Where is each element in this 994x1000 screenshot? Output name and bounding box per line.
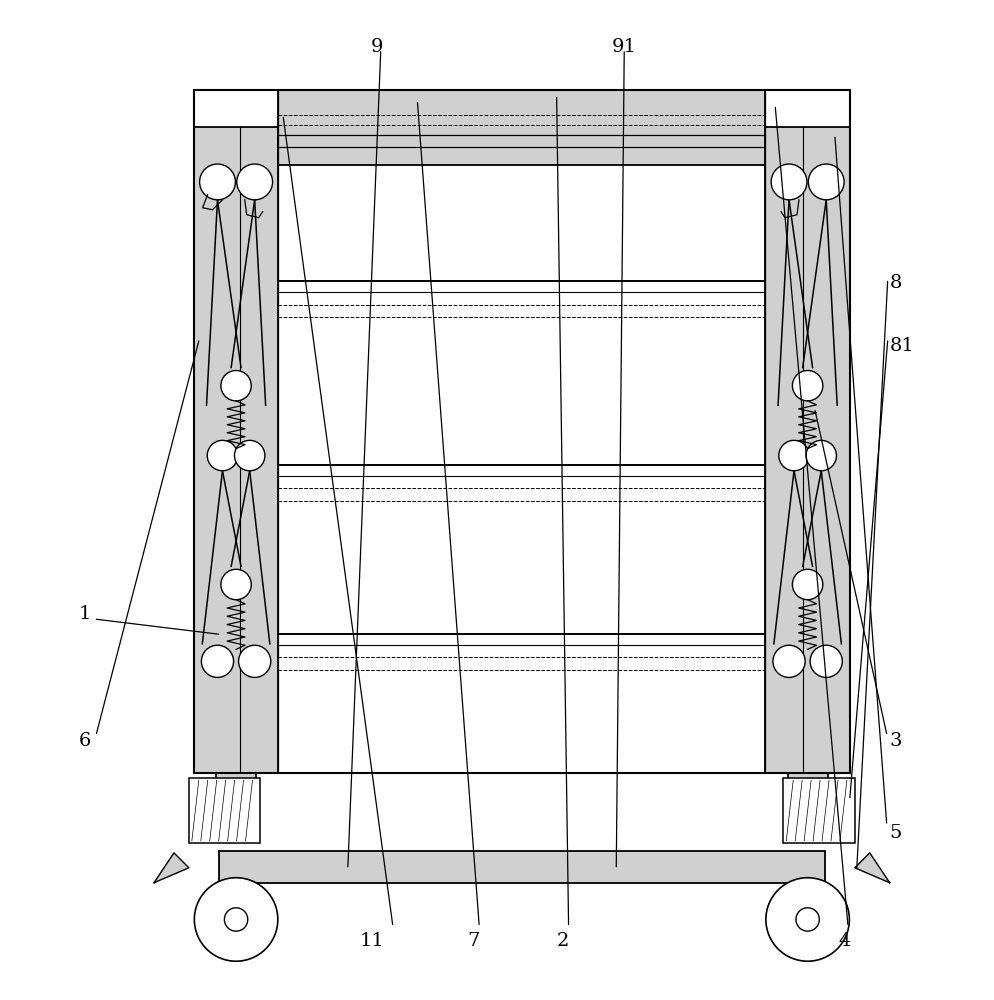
Circle shape xyxy=(235,440,264,471)
Circle shape xyxy=(765,878,850,961)
Text: 81: 81 xyxy=(890,337,914,355)
Circle shape xyxy=(237,164,272,200)
Circle shape xyxy=(239,645,270,677)
Circle shape xyxy=(792,370,823,401)
Text: 2: 2 xyxy=(557,932,569,950)
Bar xyxy=(783,778,855,843)
Bar xyxy=(219,851,825,883)
Circle shape xyxy=(221,569,251,600)
Circle shape xyxy=(200,164,236,200)
Circle shape xyxy=(225,908,248,931)
Polygon shape xyxy=(855,853,890,883)
Bar xyxy=(278,90,765,165)
Text: 6: 6 xyxy=(80,732,91,750)
Circle shape xyxy=(779,440,809,471)
Polygon shape xyxy=(154,853,189,883)
Text: 9: 9 xyxy=(371,38,384,56)
Circle shape xyxy=(221,370,251,401)
Text: 8: 8 xyxy=(890,274,902,292)
Text: 91: 91 xyxy=(611,38,636,56)
Circle shape xyxy=(796,908,819,931)
Bar xyxy=(217,773,256,833)
Circle shape xyxy=(792,569,823,600)
Text: 5: 5 xyxy=(890,824,902,842)
Circle shape xyxy=(771,164,807,200)
Circle shape xyxy=(808,164,844,200)
Circle shape xyxy=(202,645,234,677)
Text: 11: 11 xyxy=(360,932,385,950)
Bar xyxy=(189,778,260,843)
Text: 3: 3 xyxy=(890,732,903,750)
Bar xyxy=(765,127,850,773)
Bar xyxy=(788,773,827,833)
Text: 7: 7 xyxy=(467,932,479,950)
Circle shape xyxy=(773,645,805,677)
Circle shape xyxy=(208,440,238,471)
Text: 1: 1 xyxy=(80,605,91,623)
Circle shape xyxy=(806,440,837,471)
Text: 4: 4 xyxy=(838,932,850,950)
Circle shape xyxy=(195,878,278,961)
Bar xyxy=(194,127,278,773)
Circle shape xyxy=(810,645,842,677)
